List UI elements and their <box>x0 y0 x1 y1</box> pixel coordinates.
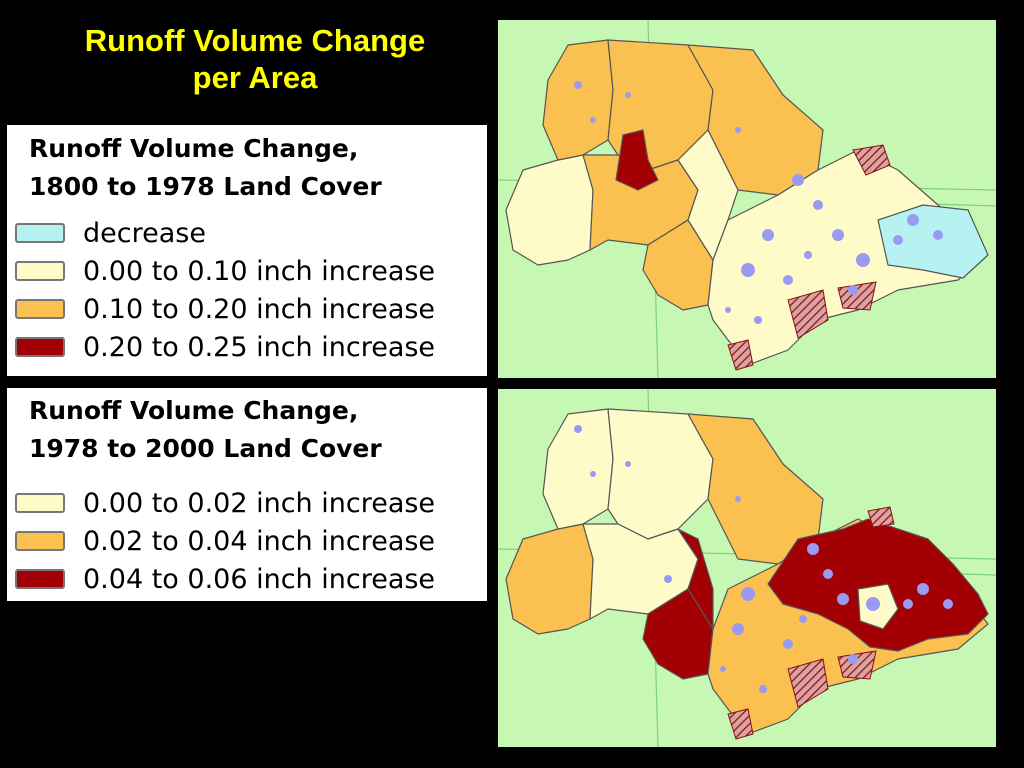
map-1978-2000 <box>498 389 996 747</box>
subwatershed-west <box>505 523 594 635</box>
slide-title-line2: per Area <box>192 60 318 95</box>
legend-item-mid: 0.02 to 0.04 inch increase <box>15 522 485 560</box>
legend-label: 0.20 to 0.25 inch increase <box>83 331 436 363</box>
subwatershed-northwest <box>542 39 614 161</box>
legend-swatch <box>15 299 65 319</box>
legend-swatch <box>15 261 65 281</box>
legend-swatch <box>15 223 65 243</box>
legend-swatch <box>15 531 65 551</box>
legend-label: decrease <box>83 217 206 249</box>
legend-1800-1978: Runoff Volume Change, 1800 to 1978 Land … <box>7 125 487 376</box>
map-1800-1978 <box>498 20 996 378</box>
legend-swatch <box>15 337 65 357</box>
legend-title-line1: Runoff Volume Change, <box>29 134 359 163</box>
legend-label: 0.00 to 0.02 inch increase <box>83 487 436 519</box>
legend-title-line2: 1978 to 2000 Land Cover <box>29 434 382 463</box>
watershed-map <box>498 389 996 747</box>
subwatershed-high-change-east <box>767 518 989 652</box>
legend-label: 0.00 to 0.10 inch increase <box>83 255 436 287</box>
slide-title: Runoff Volume Change per Area <box>0 22 510 96</box>
legend-item-mid: 0.10 to 0.20 inch increase <box>15 290 485 328</box>
hatched-areas <box>727 144 891 371</box>
subwatershed-high-change <box>615 129 659 191</box>
legend-title-line1: Runoff Volume Change, <box>29 396 359 425</box>
legend-item-low: 0.00 to 0.02 inch increase <box>15 484 485 522</box>
water-bodies <box>574 81 943 324</box>
legend-label: 0.10 to 0.20 inch increase <box>83 293 436 325</box>
legend-swatch <box>15 569 65 589</box>
legend-item-high: 0.04 to 0.06 inch increase <box>15 560 485 598</box>
legend-item-high: 0.20 to 0.25 inch increase <box>15 328 485 366</box>
legend-swatch <box>15 493 65 513</box>
legend-item-decrease: decrease <box>15 214 485 252</box>
hatched-areas <box>727 506 895 740</box>
water-bodies <box>574 425 953 693</box>
legend-item-low: 0.00 to 0.10 inch increase <box>15 252 485 290</box>
subwatershed-decrease <box>877 204 989 279</box>
legend-label: 0.02 to 0.04 inch increase <box>83 525 436 557</box>
legend-label: 0.04 to 0.06 inch increase <box>83 563 436 595</box>
watershed-map <box>498 20 996 378</box>
legend-1978-2000: Runoff Volume Change, 1978 to 2000 Land … <box>7 388 487 601</box>
legend-title-line2: 1800 to 1978 Land Cover <box>29 172 382 201</box>
slide-title-line1: Runoff Volume Change <box>84 23 426 58</box>
subwatershed-west <box>505 154 594 266</box>
